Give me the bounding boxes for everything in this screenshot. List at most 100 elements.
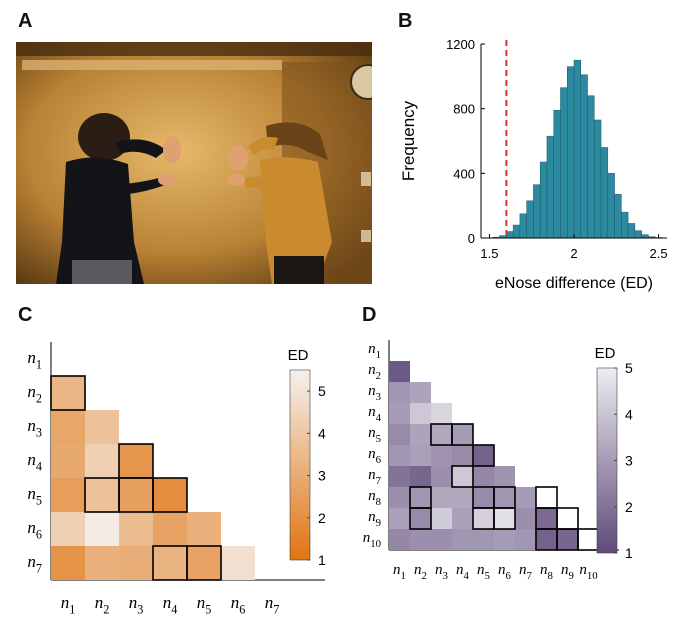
row-label-base: n xyxy=(363,530,371,546)
row-label: n4 xyxy=(27,450,42,473)
column-label-base: n xyxy=(95,593,104,612)
column-label-base: n xyxy=(561,562,569,578)
column-label-subscript: 7 xyxy=(527,570,533,582)
heatmap-cell xyxy=(85,478,119,512)
heatmap-cell xyxy=(515,529,536,550)
x-tick-label: 2.5 xyxy=(650,246,668,261)
heatmap-cell xyxy=(410,529,431,550)
heatmap-cell xyxy=(51,376,85,410)
column-label: n9 xyxy=(561,562,574,582)
heatmap-cell xyxy=(389,361,410,382)
row-label: n7 xyxy=(27,552,42,575)
column-label: n3 xyxy=(435,562,448,582)
heatmap-cell xyxy=(389,508,410,529)
heatmap-cell xyxy=(85,546,119,580)
heatmap-cell xyxy=(119,546,153,580)
heatmap-cell xyxy=(51,546,85,580)
column-label: n4 xyxy=(163,593,178,616)
row-label-subscript: 10 xyxy=(370,538,381,550)
row-label-base: n xyxy=(368,341,376,357)
colorbar-tick-label: 5 xyxy=(318,383,326,399)
colorbar-tick-label: 1 xyxy=(318,552,326,568)
histogram-bar xyxy=(533,184,541,239)
row-label-subscript: 5 xyxy=(36,494,42,508)
row-label-base: n xyxy=(27,450,36,469)
heatmap-cell xyxy=(452,487,473,508)
column-label-subscript: 6 xyxy=(506,570,512,582)
x-tick-label: 2 xyxy=(570,246,577,261)
histogram-bar xyxy=(614,194,622,239)
heatmap-cell xyxy=(119,444,153,478)
highlighted-cell-outline xyxy=(451,423,474,446)
column-label: n10 xyxy=(579,562,597,582)
column-label-base: n xyxy=(540,562,548,578)
colorbar-tick-label: 1 xyxy=(625,545,633,561)
heatmap-cell xyxy=(452,466,473,487)
colorbar-tick-label: 2 xyxy=(318,510,326,526)
histogram-bar xyxy=(512,224,521,239)
person-left xyxy=(56,113,181,284)
heatmap-cell xyxy=(389,529,410,550)
column-label-base: n xyxy=(519,562,527,578)
row-label-base: n xyxy=(27,518,36,537)
column-label-base: n xyxy=(477,562,485,578)
histogram-bar xyxy=(546,135,554,239)
histogram-bar xyxy=(594,119,602,239)
column-label-subscript: 2 xyxy=(422,570,427,582)
row-label-base: n xyxy=(368,509,376,525)
y-tick-label: 0 xyxy=(468,231,475,246)
heatmap-cell xyxy=(51,512,85,546)
column-label-subscript: 4 xyxy=(171,602,177,616)
highlighted-cell-outline xyxy=(186,545,222,581)
heatmap-cell xyxy=(119,512,153,546)
heatmap-cell xyxy=(153,546,187,580)
y-axis-title: Frequency xyxy=(399,100,418,181)
histogram-bar xyxy=(573,59,582,239)
column-label-subscript: 5 xyxy=(485,570,490,582)
y-tick-label: 1200 xyxy=(446,37,475,52)
panel-label-c: C xyxy=(18,304,33,326)
heatmap-cell xyxy=(187,512,221,546)
row-label-subscript: 7 xyxy=(376,475,382,487)
histogram-bar xyxy=(526,200,534,239)
colorbar-title: ED xyxy=(288,347,309,364)
histogram-bar xyxy=(539,161,548,239)
heatmap-cell xyxy=(452,424,473,445)
row-label: n3 xyxy=(27,416,42,439)
colorbar-tick-label: 3 xyxy=(318,468,326,484)
row-label: n3 xyxy=(368,383,381,403)
panel-label-a: A xyxy=(18,10,33,32)
heatmap-cell xyxy=(494,508,515,529)
row-label-subscript: 9 xyxy=(376,517,381,529)
heatmap-cell xyxy=(389,403,410,424)
highlighted-cell-outline xyxy=(409,507,432,530)
heatmap-cell xyxy=(389,382,410,403)
histogram-bar xyxy=(634,230,642,239)
heatmap-cell xyxy=(187,546,221,580)
row-label-base: n xyxy=(368,446,376,462)
row-label-base: n xyxy=(368,467,376,483)
column-label-base: n xyxy=(456,562,464,578)
row-label-subscript: 1 xyxy=(376,349,381,361)
row-label: n1 xyxy=(27,348,42,371)
row-label-subscript: 4 xyxy=(36,460,42,474)
column-label-subscript: 9 xyxy=(569,570,574,582)
column-label-base: n xyxy=(498,562,506,578)
row-label: n10 xyxy=(363,530,381,550)
column-label: n1 xyxy=(393,562,406,582)
column-label: n7 xyxy=(519,562,533,582)
heatmap-cell xyxy=(473,487,494,508)
column-label-subscript: 3 xyxy=(443,570,448,582)
heatmap-cell xyxy=(410,382,431,403)
heatmap-cell xyxy=(536,508,557,529)
histogram-bar xyxy=(506,231,514,239)
column-label-subscript: 6 xyxy=(239,602,245,616)
column-label: n7 xyxy=(265,593,280,616)
row-label-subscript: 3 xyxy=(36,426,42,440)
heatmap-cell xyxy=(431,529,452,550)
row-label: n5 xyxy=(368,425,381,445)
colorbar-tick-label: 2 xyxy=(625,499,633,515)
heatmap-cell xyxy=(515,487,536,508)
heatmap-cell xyxy=(389,424,410,445)
row-label: n7 xyxy=(368,467,382,487)
